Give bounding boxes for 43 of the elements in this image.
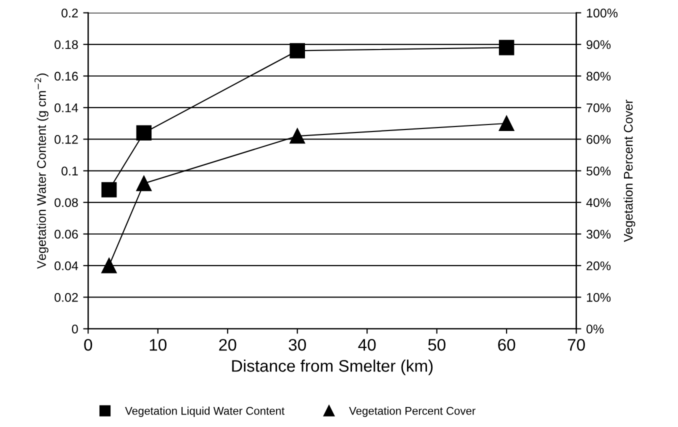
point bbox=[498, 40, 514, 56]
point bbox=[290, 43, 305, 58]
y2-tick-label: 60% bbox=[586, 135, 611, 144]
y-tick-label: 0 bbox=[72, 324, 78, 334]
x-tick-label: 20 bbox=[219, 338, 236, 351]
point bbox=[136, 125, 152, 141]
y-tick-label: 0.2 bbox=[62, 8, 78, 18]
y2-tick-label: 100% bbox=[586, 8, 618, 18]
x-tick-label: 10 bbox=[150, 338, 166, 351]
y2-tick-label: 0% bbox=[586, 324, 604, 334]
y2-axis-title: Vegetation Percent Cover bbox=[624, 100, 636, 242]
y-axis-title: Vegetation Water Content (g cm$^{−2}$) bbox=[34, 74, 48, 269]
y-tick-label: 0.18 bbox=[54, 40, 78, 50]
x-tick-label: 40 bbox=[358, 338, 376, 351]
x-tick-label: 0 bbox=[84, 338, 92, 351]
y2-tick-label: 50% bbox=[586, 166, 611, 176]
x-axis-title: Distance from Smelter (km) bbox=[232, 360, 433, 376]
y-tick-label: 0.16 bbox=[54, 72, 78, 81]
y-tick-label: 0.04 bbox=[54, 261, 78, 270]
y2-tick-label: 30% bbox=[586, 230, 611, 239]
legend-label: Vegetation Percent Cover bbox=[349, 406, 476, 417]
point bbox=[136, 176, 152, 192]
y-tick-label: 0.1 bbox=[62, 166, 78, 176]
x-tick-label: 60 bbox=[498, 338, 516, 351]
x-tick-label: 70 bbox=[568, 338, 585, 351]
point bbox=[290, 128, 305, 144]
point bbox=[498, 116, 514, 132]
y-tick-label: 0.08 bbox=[54, 198, 78, 208]
y-tick-label: 0.12 bbox=[54, 135, 78, 144]
y2-tick-label: 20% bbox=[586, 261, 611, 270]
y2-tick-label: 10% bbox=[586, 292, 611, 302]
y2-tick-label: 90% bbox=[586, 40, 611, 50]
point bbox=[101, 258, 117, 274]
y-tick-label: 0.02 bbox=[54, 292, 78, 302]
y2-tick-label: 70% bbox=[586, 103, 611, 112]
point bbox=[101, 182, 117, 198]
legend-label: Vegetation Liquid Water Content bbox=[125, 406, 284, 417]
y2-tick-label: 80% bbox=[586, 72, 611, 81]
x-tick-label: 30 bbox=[288, 338, 306, 351]
x-tick-label: 50 bbox=[428, 338, 446, 351]
y2-tick-label: 40% bbox=[586, 198, 611, 208]
y-tick-label: 0.14 bbox=[54, 103, 78, 112]
y-tick-label: 0.06 bbox=[54, 230, 78, 239]
